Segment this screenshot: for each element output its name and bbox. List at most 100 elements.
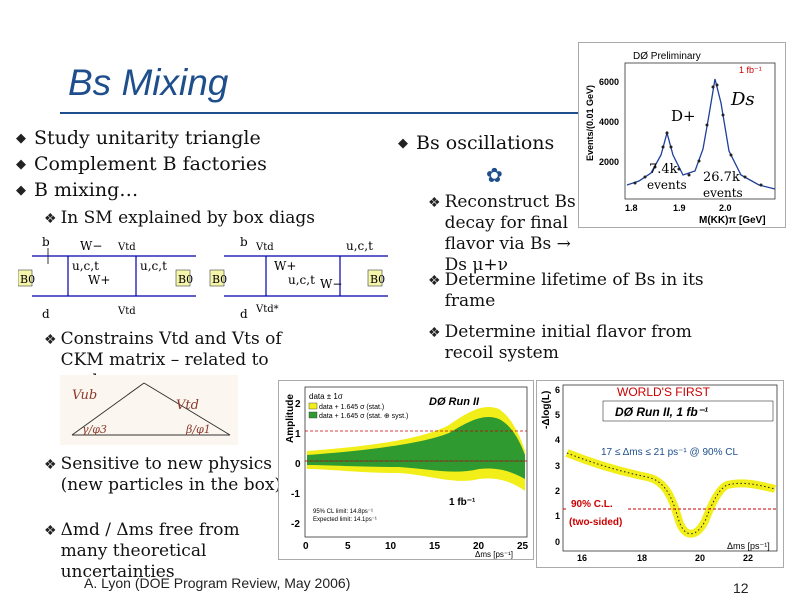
amplitude-plot-svg: Amplitude 2 1 0 -1 -2 data ± 1σ data + 1… — [285, 386, 529, 559]
ckm-label: Vtd — [255, 242, 274, 253]
ds-events: events — [703, 186, 743, 200]
box-diagram-left: B0 b d W− W+ u,c,t u,c,t Vtd Vtd B0 — [18, 236, 196, 321]
ckm-label: Vtd — [117, 306, 136, 317]
check-bullet-icon: ❖ — [44, 211, 57, 227]
ytick-label: 6 — [555, 385, 560, 395]
lik-title: DØ Run II, 1 fb⁻¹ — [615, 405, 708, 419]
mass-plot-lumi: 1 fb⁻¹ — [739, 65, 762, 75]
xtick-label: 16 — [577, 553, 587, 563]
bullet-mixing: ◆ B mixing… — [16, 179, 139, 201]
mass-plot-svg: DØ Preliminary 1 fb⁻¹ Events/(0.01 GeV) … — [585, 51, 776, 226]
ds-count: 26.7k — [703, 170, 740, 185]
lik-ylabel: -Δlog(L) — [541, 391, 552, 429]
meson-label: B0 — [178, 273, 193, 286]
mass-plot: DØ Preliminary 1 fb⁻¹ Events/(0.01 GeV) … — [578, 42, 786, 228]
amp-xlabel: Δms [ps⁻¹] — [475, 550, 513, 559]
amp-ylabel: Amplitude — [285, 394, 296, 443]
ytick-label: 3 — [555, 461, 560, 471]
diamond-bullet-icon: ◆ — [16, 183, 26, 198]
mass-plot-ylabel: Events/(0.01 GeV) — [585, 85, 595, 161]
lik-xlabel: Δms [ps⁻¹] — [727, 541, 770, 551]
xtick-label: 1.8 — [625, 203, 638, 213]
bullet-study: ◆ Study unitarity triangle — [16, 127, 261, 149]
xtick-label: 22 — [743, 553, 753, 563]
diamond-bullet-icon: ◆ — [16, 131, 26, 146]
cl-label: 90% C.L. — [571, 499, 613, 510]
quark-label: b — [240, 236, 248, 249]
boson-label: W+ — [88, 273, 110, 287]
likelihood-curve — [566, 452, 776, 535]
boson-label: W− — [320, 277, 342, 291]
legend-entry: data ± 1σ — [309, 392, 343, 401]
xtick-label: 18 — [637, 553, 647, 563]
diamond-bullet-icon: ◆ — [398, 136, 408, 151]
meson-label: B0 — [212, 273, 227, 286]
meson-label: B0 — [20, 273, 35, 286]
legend-entry: data + 1.645 σ (stat.) — [319, 404, 384, 411]
boson-label: W− — [80, 239, 102, 253]
xtick-label: 20 — [695, 553, 705, 563]
internal-quark-label: u,c,t — [288, 273, 315, 287]
ytick-label: 1 — [295, 429, 301, 440]
amplitude-plot: Amplitude 2 1 0 -1 -2 data ± 1σ data + 1… — [278, 380, 534, 560]
xtick-label: 25 — [517, 541, 529, 552]
slide-title: Bs Mixing — [68, 62, 228, 104]
xtick-label: 0 — [303, 541, 309, 552]
ytick-label: 1 — [555, 511, 560, 521]
check-bullet-icon: ❖ — [44, 332, 57, 348]
dplus-events: events — [647, 178, 687, 192]
quark-label: b — [42, 236, 50, 249]
page-number: 12 — [733, 580, 749, 596]
triangle-svg: Vub Vtd γ/φ3 β/φ1 — [71, 382, 231, 436]
xtick-label: 2.0 — [719, 203, 732, 213]
ytick-label: 0 — [295, 459, 301, 470]
mass-plot-title: DØ Preliminary — [633, 51, 701, 62]
sub-bullet-ratio: ❖ Δmd / Δms free from many theoretical un… — [44, 520, 240, 582]
unitarity-triangle: Vub Vtd γ/φ3 β/φ1 — [60, 375, 238, 445]
ytick-label: 2 — [295, 399, 301, 410]
cl-sub-label: (two-sided) — [569, 517, 622, 528]
title-underline — [60, 112, 710, 114]
stat-band — [307, 416, 525, 479]
sub-bullet-new-physics: ❖ Sensitive to new physics (new particles… — [44, 454, 282, 495]
check-bullet-icon: ❖ — [428, 273, 441, 289]
ytick-label: 6000 — [599, 77, 619, 87]
legend-entry: data + 1.645 σ (stat. ⊕ syst.) — [319, 413, 408, 420]
beta-label: β/φ1 — [185, 423, 211, 436]
xtick-label: 10 — [385, 541, 397, 552]
check-bullet-icon: ❖ — [428, 195, 441, 211]
sub-bullet-box-diags: ❖ In SM explained by box diags — [44, 208, 315, 228]
mass-plot-xlabel: M(KK)π [GeV] — [699, 215, 766, 226]
diamond-bullet-icon: ◆ — [16, 157, 26, 172]
ytick-label: 4 — [555, 435, 560, 445]
ytick-label: 5 — [555, 410, 560, 420]
xtick-label: 20 — [473, 541, 485, 552]
sub-bullet-initial-flavor: ❖ Determine initial flavor from recoil sy… — [428, 322, 692, 363]
vub-label: Vub — [72, 388, 97, 403]
fermilab-logo-icon: ✿ — [486, 163, 503, 187]
ytick-label: 2 — [555, 486, 560, 496]
mass-data-points — [633, 83, 763, 187]
quark-label: d — [240, 307, 248, 321]
dplus-label: D+ — [671, 107, 696, 125]
ytick-label: -1 — [291, 489, 300, 500]
ckm-label: Vtd — [117, 242, 136, 253]
box-diagrams: B0 b d W− W+ u,c,t u,c,t Vtd Vtd B0 B0 b… — [18, 236, 388, 321]
internal-quark-label: u,c,t — [72, 259, 99, 273]
dplus-count: 7.4k — [649, 162, 678, 177]
ytick-label: -2 — [291, 519, 300, 530]
lik-range-text: 17 ≤ Δms ≤ 21 ps⁻¹ @ 90% CL — [601, 447, 738, 458]
gamma-label: γ/φ3 — [82, 423, 107, 436]
ytick-label: 2000 — [599, 157, 619, 167]
sub-bullet-lifetime: ❖ Determine lifetime of Bs in its frame — [428, 270, 704, 311]
check-bullet-icon: ❖ — [44, 457, 57, 473]
check-bullet-icon: ❖ — [44, 523, 57, 539]
xtick-label: 5 — [345, 541, 351, 552]
vtd-label: Vtd — [176, 398, 199, 413]
amp-lumi: 1 fb⁻¹ — [449, 497, 476, 508]
xtick-label: 1.9 — [673, 203, 686, 213]
internal-quark-label: u,c,t — [346, 239, 373, 253]
sub-bullet-reconstruct: ❖ Reconstruct Bs decay for final flavor v… — [428, 192, 576, 275]
limit-text: 95% CL limit: 14.8ps⁻¹ — [313, 509, 373, 515]
likelihood-plot: -Δlog(L) 6 5 4 3 2 1 0 DØ Run II, 1 fb⁻¹… — [536, 380, 784, 568]
